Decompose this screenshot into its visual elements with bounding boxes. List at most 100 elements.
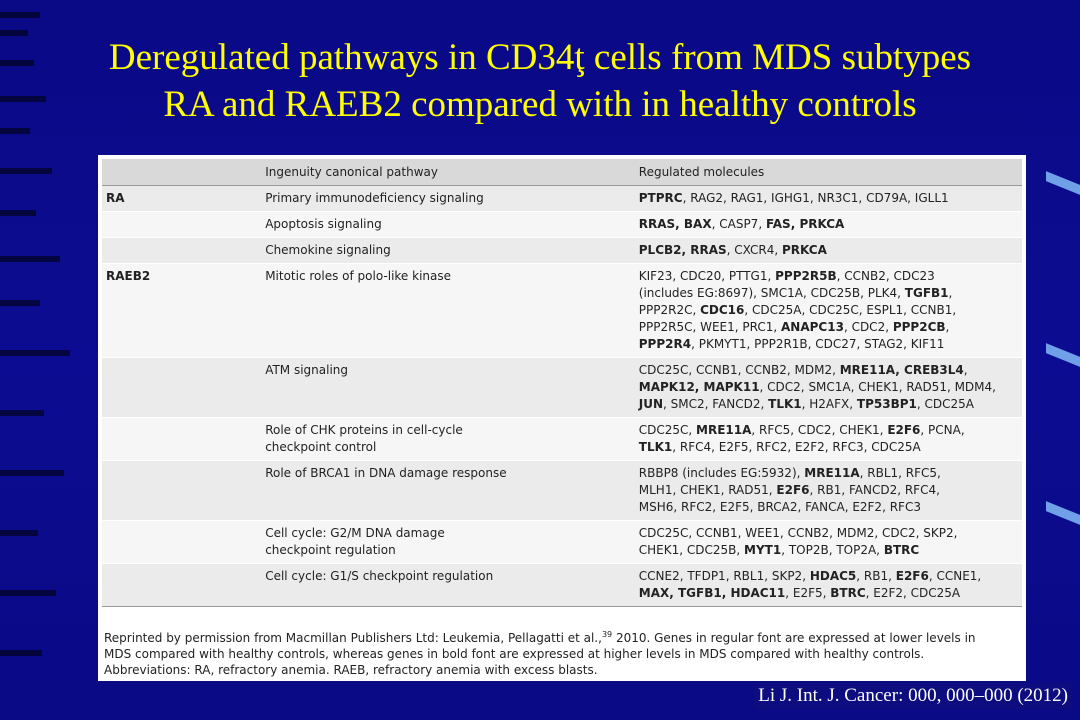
table-row: Role of BRCA1 in DNA damage response RBBP… — [102, 460, 1022, 521]
molecule-regular: , SMC2, FANCD2, — [663, 397, 769, 411]
molecule-line: MSH6, RFC2, E2F5, BRCA2, FANCA, E2F2, RF… — [639, 499, 1018, 516]
molecule-regular: , PKMYT1, PPP2R1B, CDC27, STAG2, KIF11 — [691, 337, 945, 351]
cell-group: RAEB2 — [102, 263, 262, 358]
footnote-text-1: Reprinted by permission from Macmillan P… — [104, 631, 602, 645]
molecule-regular: , TOP2B, TOP2A, — [781, 543, 884, 557]
molecule-bold: MAPK12, MAPK11 — [638, 380, 760, 394]
molecule-regular: PPP2R2C, — [638, 303, 701, 317]
molecule-regular: , — [948, 286, 953, 300]
pathway-line: checkpoint control — [265, 440, 377, 454]
molecule-line: PPP2R5C, WEE1, PRC1, ANAPC13, CDC2, PPP2… — [639, 319, 1018, 336]
molecule-bold: E2F6 — [776, 483, 810, 497]
background-stripe — [0, 350, 70, 356]
footnote: Reprinted by permission from Macmillan P… — [104, 627, 1019, 678]
molecule-line: JUN, SMC2, FANCD2, TLK1, H2AFX, TP53BP1,… — [639, 396, 1018, 413]
molecule-regular: KIF23, CDC20, PTTG1, — [638, 269, 776, 283]
molecule-regular: CDC25C, — [638, 423, 697, 437]
pathway-line: Cell cycle: G2/M DNA damage — [265, 526, 445, 540]
molecule-line: PPP2R4, PKMYT1, PPP2R1B, CDC27, STAG2, K… — [639, 336, 1018, 353]
table-panel: Ingenuity canonical pathway Regulated mo… — [98, 155, 1026, 681]
molecule-line: (includes EG:8697), SMC1A, CDC25B, PLK4,… — [639, 285, 1018, 302]
molecule-regular: , CDC25A — [916, 397, 974, 411]
pathway-table: Ingenuity canonical pathway Regulated mo… — [102, 159, 1022, 607]
table-row: ATM signaling CDC25C, CCNB1, CCNB2, MDM2,… — [102, 357, 1022, 418]
column-header-group — [102, 159, 262, 186]
molecule-regular: MSH6, RFC2, E2F5, BRCA2, FANCA, E2F2, RF… — [638, 500, 921, 514]
molecule-bold: PTPRC — [638, 191, 683, 205]
cell-group — [102, 460, 262, 521]
cell-molecules: CDC25C, MRE11A, RFC5, CDC2, CHEK1, E2F6,… — [634, 417, 1022, 461]
molecule-line: CCNE2, TFDP1, RBL1, SKP2, HDAC5, RB1, E2… — [639, 568, 1018, 585]
molecule-bold: PLCB2, RRAS — [638, 243, 727, 257]
background-stripe — [0, 12, 40, 18]
pathway-line: ATM signaling — [265, 363, 349, 377]
pathway-line: checkpoint regulation — [265, 543, 396, 557]
decorative-bar — [1046, 343, 1080, 367]
molecule-bold: TP53BP1 — [856, 397, 917, 411]
molecule-line: MAX, TGFB1, HDAC11, E2F5, BTRC, E2F2, CD… — [639, 585, 1018, 602]
cell-molecules: KIF23, CDC20, PTTG1, PPP2R5B, CCNB2, CDC… — [634, 263, 1022, 358]
background-stripe — [0, 470, 64, 476]
cell-group — [102, 520, 262, 564]
molecule-bold: ANAPC13 — [781, 320, 844, 334]
cell-group: RA — [102, 185, 262, 212]
cell-molecules: CCNE2, TFDP1, RBL1, SKP2, HDAC5, RB1, E2… — [634, 563, 1022, 607]
background-stripe — [0, 30, 28, 36]
molecule-bold: HDAC5 — [809, 569, 857, 583]
cell-molecules: PTPRC, RAG2, RAG1, IGHG1, NR3C1, CD79A, … — [634, 185, 1022, 212]
molecule-line: KIF23, CDC20, PTTG1, PPP2R5B, CCNB2, CDC… — [639, 268, 1018, 285]
table-header-row: Ingenuity canonical pathway Regulated mo… — [102, 159, 1022, 186]
molecule-line: RRAS, BAX, CASP7, FAS, PRKCA — [639, 216, 1018, 233]
molecule-regular: , CCNE1, — [928, 569, 982, 583]
cell-molecules: CDC25C, CCNB1, WEE1, CCNB2, MDM2, CDC2, … — [634, 520, 1022, 564]
pathway-line: Role of CHK proteins in cell-cycle — [265, 423, 463, 437]
molecule-regular: , — [963, 363, 968, 377]
molecule-line: PPP2R2C, CDC16, CDC25A, CDC25C, ESPL1, C… — [639, 302, 1018, 319]
table-body: RA Primary immunodeficiency signaling PTPR… — [102, 185, 1022, 607]
pathway-line: Chemokine signaling — [265, 243, 391, 257]
molecule-regular: , PCNA, — [920, 423, 965, 437]
background-stripe — [0, 256, 60, 262]
background-stripe — [0, 410, 44, 416]
slide-title: Deregulated pathways in CD34ţ cells from… — [0, 34, 1080, 128]
footnote-line-2: MDS compared with healthy controls, wher… — [104, 647, 925, 661]
table-row: Role of CHK proteins in cell-cycle checkp… — [102, 417, 1022, 461]
pathway-line: Primary immunodeficiency signaling — [265, 191, 484, 205]
molecule-bold: FAS, PRKCA — [765, 217, 845, 231]
molecule-bold: PRKCA — [782, 243, 827, 257]
decorative-bar — [1046, 171, 1080, 195]
molecule-bold: MRE11A — [804, 466, 860, 480]
molecule-bold: MAX, TGFB1, HDAC11 — [638, 586, 786, 600]
molecule-regular: CDC25C, CCNB1, WEE1, CCNB2, MDM2, CDC2, … — [638, 526, 958, 540]
cell-group — [102, 237, 262, 264]
cell-molecules: RRAS, BAX, CASP7, FAS, PRKCA — [634, 211, 1022, 238]
molecule-line: TLK1, RFC4, E2F5, RFC2, E2F2, RFC3, CDC2… — [639, 439, 1018, 456]
molecule-regular: , H2AFX, — [801, 397, 857, 411]
citation: Li J. Int. J. Cancer: 000, 000–000 (2012… — [754, 683, 1072, 709]
molecule-regular: , CDC2, SMC1A, CHEK1, RAD51, MDM4, — [759, 380, 996, 394]
footnote-reference: 39 — [601, 630, 613, 639]
molecule-bold: MRE11A, CREB3L4 — [839, 363, 964, 377]
decorative-bar — [1046, 501, 1080, 525]
cell-pathway: Role of BRCA1 in DNA damage response — [261, 460, 635, 521]
molecule-regular: , RB1, — [856, 569, 896, 583]
background-stripe — [0, 168, 52, 174]
molecule-bold: E2F6 — [887, 423, 921, 437]
background-stripe — [0, 650, 42, 656]
background-stripe — [0, 210, 36, 216]
molecule-line: PTPRC, RAG2, RAG1, IGHG1, NR3C1, CD79A, … — [639, 190, 1018, 207]
molecule-regular: , CDC25A, CDC25C, ESPL1, CCNB1, — [744, 303, 957, 317]
molecule-regular: , — [945, 320, 950, 334]
cell-pathway: Mitotic roles of polo-like kinase — [261, 263, 635, 358]
background-stripe — [0, 60, 34, 66]
cell-group — [102, 417, 262, 461]
molecule-bold: MRE11A — [696, 423, 752, 437]
footnote-text-2: 2010. Genes in regular font are expresse… — [612, 631, 976, 645]
background-stripe — [0, 128, 30, 134]
molecule-line: CHEK1, CDC25B, MYT1, TOP2B, TOP2A, BTRC — [639, 542, 1018, 559]
slide-title-line-2: RA and RAEB2 compared with in healthy co… — [163, 84, 917, 125]
pathway-line: Cell cycle: G1/S checkpoint regulation — [265, 569, 494, 583]
molecule-regular: , RB1, FANCD2, RFC4, — [809, 483, 940, 497]
table-row: Cell cycle: G2/M DNA damage checkpoint re… — [102, 520, 1022, 564]
molecule-regular: CCNE2, TFDP1, RBL1, SKP2, — [638, 569, 810, 583]
